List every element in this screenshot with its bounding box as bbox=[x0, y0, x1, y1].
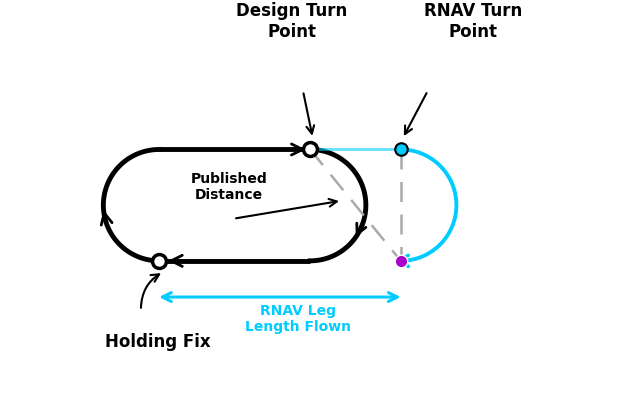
Text: Published
Distance: Published Distance bbox=[190, 172, 267, 202]
Text: Holding Fix: Holding Fix bbox=[105, 333, 210, 351]
Text: Design Turn
Point: Design Turn Point bbox=[236, 2, 348, 41]
Text: RNAV Turn
Point: RNAV Turn Point bbox=[424, 2, 522, 41]
Text: RNAV Leg
Length Flown: RNAV Leg Length Flown bbox=[245, 304, 351, 334]
